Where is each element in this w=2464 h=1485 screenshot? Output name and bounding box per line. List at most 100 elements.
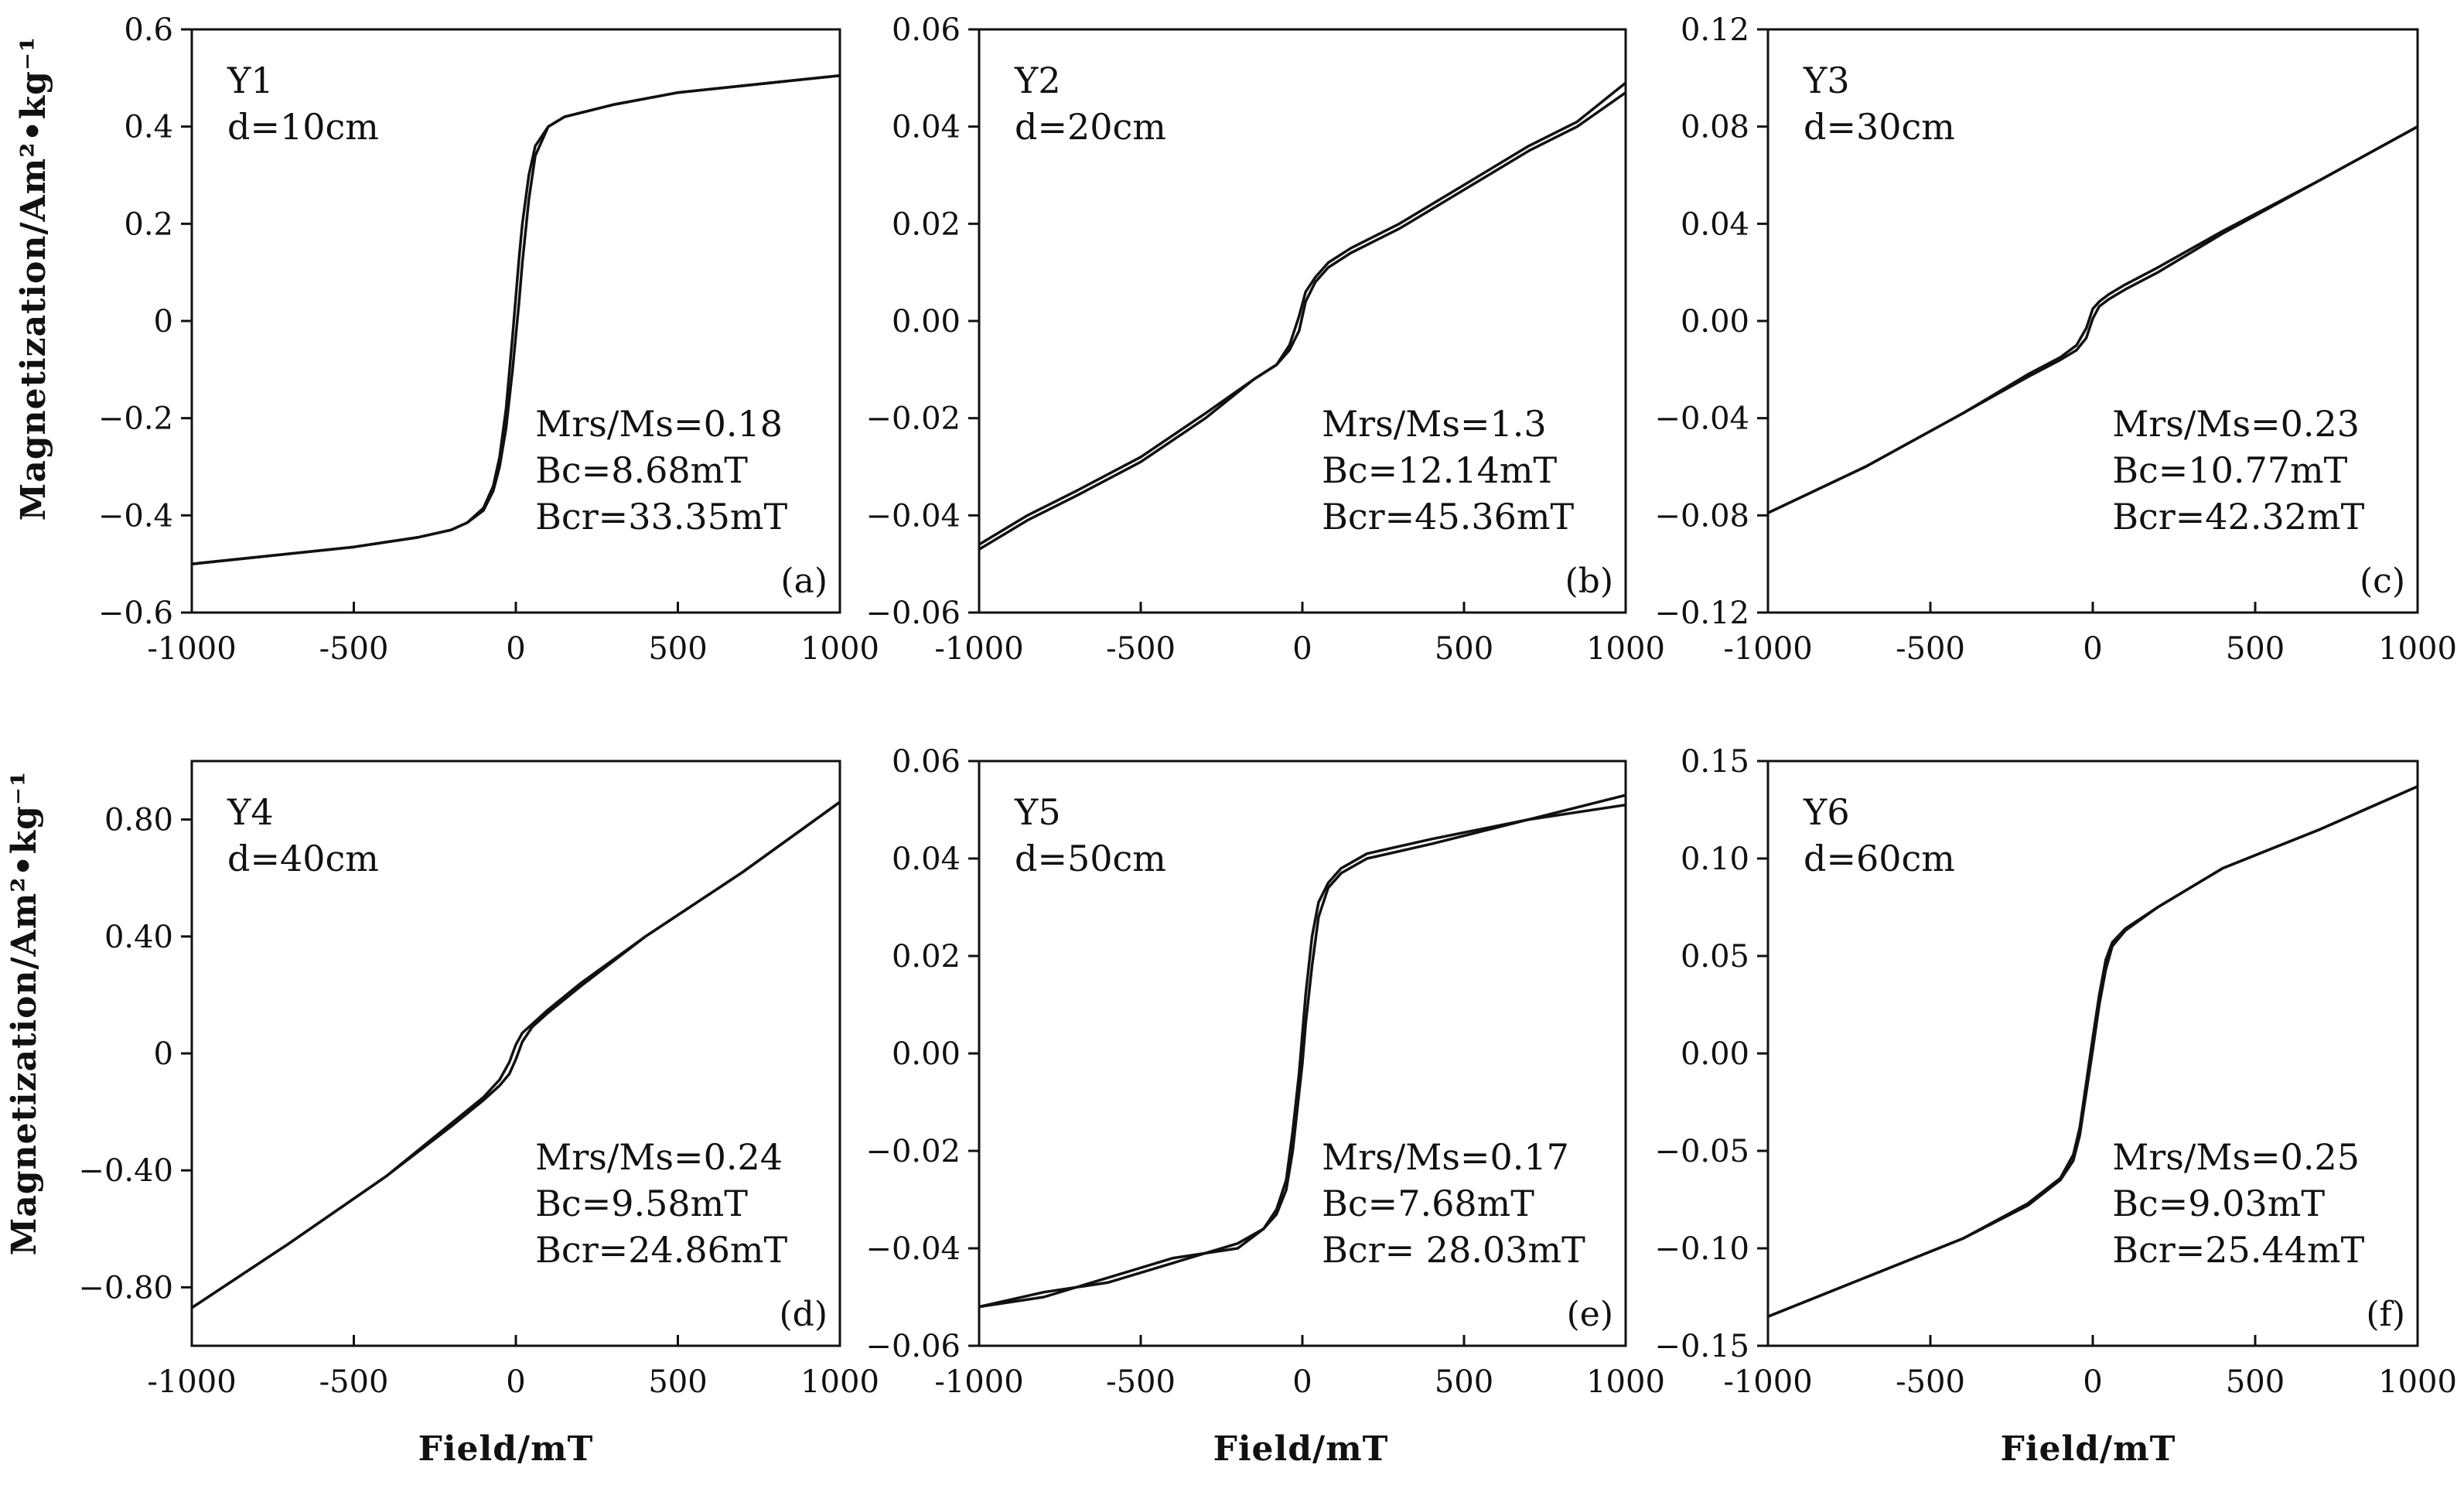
sample-label: Y4 (227, 791, 274, 833)
x-tick-label: -500 (1896, 1364, 1965, 1400)
panel-y3: -1000 -500 0 500 1000 −0.12 −0.08 −0.04 0.00 0.04… (1654, 12, 2456, 667)
y-tick-label: 0.06 (892, 744, 961, 780)
x-axis-label-left: Field/mT (418, 1429, 594, 1469)
x-tick-label: 0 (1292, 631, 1312, 667)
y-tick-label: 0.6 (124, 12, 173, 48)
x-tick-label: 500 (648, 631, 707, 667)
x-tick-label: 0 (2083, 1364, 2102, 1400)
x-tick-label: -500 (1896, 631, 1965, 667)
x-tick-label: -1000 (1723, 631, 1812, 667)
y-tick-label: −0.05 (1654, 1134, 1749, 1169)
series-line-descending (191, 73, 841, 565)
stat-label: Bcr=42.32mT (2112, 496, 2364, 538)
y-tick-label: 0.2 (124, 207, 173, 242)
depth-label: d=20cm (1015, 106, 1166, 148)
x-tick-label: 500 (1435, 1364, 1493, 1400)
x-tick-label: -1000 (1723, 1364, 1812, 1400)
y-tick-label: −0.06 (865, 1329, 961, 1364)
y-tick-label: −0.80 (78, 1270, 173, 1306)
panel-letter: (f) (2366, 1295, 2405, 1334)
sample-label: Y1 (227, 60, 274, 101)
x-tick-label: 500 (2226, 631, 2285, 667)
panel-y4: -1000 -500 0 500 1000 −0.80 −0.40 0 0.40 0.80 Y4 d=… (78, 760, 879, 1400)
y-tick-label: −0.02 (865, 1134, 961, 1169)
stat-label: Mrs/Ms=0.18 (535, 403, 783, 445)
panels: -1000 -500 0 500 1000 −0.6 −0.4 −0.2 0 0.2 0.4 0.6 Y… (78, 12, 2456, 1400)
y-tick-label: 0.00 (892, 1036, 961, 1072)
y-axis-label-top: Magnetization/Am²•kg⁻¹ (14, 36, 53, 521)
x-tick-label: -500 (1106, 1364, 1176, 1400)
y-tick-label: −0.04 (1654, 401, 1749, 437)
series-line-descending (978, 81, 1627, 551)
y-tick-label: −0.04 (865, 498, 961, 534)
sample-label: Y3 (1803, 60, 1850, 101)
x-tick-label: 0 (1292, 1364, 1312, 1400)
sample-label: Y6 (1803, 791, 1850, 833)
y-tick-label: −0.02 (865, 401, 961, 437)
stat-label: Bc=9.03mT (2112, 1183, 2325, 1224)
depth-label: d=30cm (1804, 106, 1955, 148)
x-tick-label: 1000 (2378, 1364, 2457, 1400)
x-tick-label: -1000 (934, 631, 1023, 667)
x-tick-label: 1000 (800, 1364, 879, 1400)
panel-letter: (d) (780, 1295, 828, 1334)
sample-label: Y5 (1014, 791, 1061, 833)
stat-label: Mrs/Ms=0.24 (535, 1136, 783, 1178)
stat-label: Bc=12.14mT (1322, 449, 1557, 491)
y-tick-label: −0.15 (1654, 1329, 1749, 1364)
y-tick-label: 0.08 (1681, 110, 1749, 145)
y-tick-label: 0.4 (124, 110, 173, 145)
y-tick-label: 0 (154, 1036, 173, 1072)
panel-letter: (e) (1567, 1295, 1613, 1334)
y-tick-label: 0.04 (1681, 207, 1749, 242)
x-tick-label: 1000 (1586, 1364, 1665, 1400)
x-tick-label: 0 (2083, 631, 2102, 667)
y-tick-label: −0.40 (78, 1153, 173, 1189)
panel-letter: (b) (1565, 562, 1614, 601)
x-tick-label: -500 (1106, 631, 1176, 667)
y-tick-label: 0.04 (892, 842, 961, 877)
y-tick-label: −0.06 (865, 596, 961, 631)
x-tick-label: 500 (2226, 1364, 2285, 1400)
x-tick-label: -1000 (934, 1364, 1023, 1400)
stat-label: Mrs/Ms=1.3 (1322, 403, 1547, 445)
stat-label: Bcr=24.86mT (535, 1229, 787, 1271)
x-tick-label: -1000 (147, 1364, 236, 1400)
stat-label: Mrs/Ms=0.23 (2112, 403, 2360, 445)
stat-label: Bc=10.77mT (2112, 449, 2347, 491)
panel-y6: -1000 -500 0 500 1000 −0.15 −0.10 −0.05 0.00 0.05… (1654, 744, 2456, 1400)
x-tick-label: 1000 (1586, 631, 1665, 667)
y-tick-label: 0.40 (104, 920, 173, 955)
panel-letter: (c) (2360, 562, 2405, 601)
y-tick-label: 0.05 (1681, 939, 1749, 975)
x-tick-label: -500 (319, 1364, 389, 1400)
y-tick-label: −0.04 (865, 1231, 961, 1267)
depth-label: d=10cm (227, 106, 379, 148)
y-tick-label: 0.15 (1681, 744, 1749, 780)
x-tick-label: 0 (506, 631, 525, 667)
x-tick-label: -1000 (147, 631, 236, 667)
panel-y5: -1000 -500 0 500 1000 −0.06 −0.04 −0.02 0.00 0.02… (865, 744, 1664, 1400)
stat-label: Bcr=33.35mT (535, 496, 787, 538)
x-tick-label: -500 (319, 631, 389, 667)
depth-label: d=60cm (1804, 838, 1955, 879)
y-tick-label: 0.04 (892, 110, 961, 145)
stat-label: Bcr=45.36mT (1322, 496, 1574, 538)
y-tick-label: 0.00 (1681, 1036, 1749, 1072)
x-tick-label: 1000 (2378, 631, 2457, 667)
y-tick-label: 0.00 (1681, 304, 1749, 340)
panel-y2: -1000 -500 0 500 1000 −0.06 −0.04 −0.02 0.00 0.02… (865, 12, 1664, 667)
stat-label: Bcr= 28.03mT (1322, 1229, 1585, 1271)
series-line-descending (1767, 125, 2418, 514)
y-tick-label: 0.00 (892, 304, 961, 340)
x-axis-label-middle: Field/mT (1213, 1429, 1389, 1469)
y-tick-label: 0 (154, 304, 173, 340)
y-tick-label: −0.4 (98, 498, 173, 534)
series-line-descending (191, 801, 841, 1309)
series-line-descending (1767, 785, 2418, 1318)
y-axis-label-bottom: Magnetization/Am²•kg⁻¹ (5, 771, 44, 1256)
y-tick-label: −0.6 (98, 596, 173, 631)
y-tick-label: 0.02 (892, 207, 961, 242)
x-tick-label: 500 (1435, 631, 1493, 667)
